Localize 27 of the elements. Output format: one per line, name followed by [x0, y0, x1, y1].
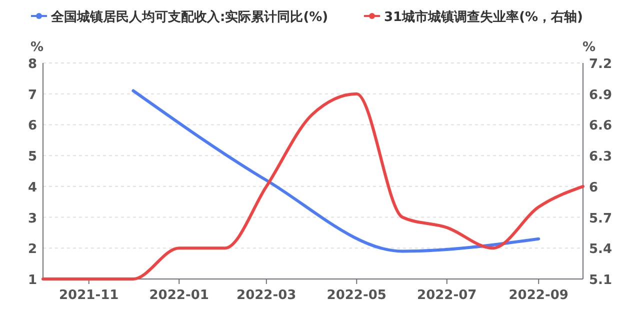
y2-tick-label: 7.2 [589, 57, 612, 72]
y2-tick-label: 6.3 [589, 150, 612, 165]
y2-tick-label: 5.7 [589, 211, 612, 226]
y-axis-title: % [30, 40, 44, 55]
x-tick-label: 2022-03 [236, 288, 296, 303]
x-tick-label: 2022-09 [508, 288, 568, 303]
x-tick-label: 2022-05 [326, 288, 386, 303]
y2-axis-title: % [582, 40, 596, 55]
x-tick-label: 2022-07 [417, 288, 477, 303]
y-tick-label: 7 [28, 88, 37, 103]
y-tick-label: 5 [28, 150, 37, 165]
y2-tick-label: 5.1 [589, 273, 612, 288]
legend-label: 31城市城镇调查失业率(%，右轴) [384, 9, 583, 25]
y-tick-label: 8 [28, 57, 37, 72]
y2-tick-label: 5.4 [589, 242, 612, 258]
y-tick-label: 2 [28, 242, 37, 258]
y-tick-label: 3 [28, 211, 37, 226]
x-tick-label: 2022-01 [149, 288, 209, 303]
y-tick-label: 6 [28, 118, 37, 134]
y-tick-label: 4 [28, 180, 37, 196]
y2-tick-label: 6.6 [589, 118, 612, 134]
y-tick-label: 1 [28, 273, 37, 288]
y2-tick-label: 6 [589, 180, 598, 196]
line-series [132, 89, 540, 253]
x-tick-label: 2021-11 [59, 288, 119, 303]
y2-tick-label: 6.9 [589, 88, 612, 103]
legend-label: 全国城镇居民人均可支配收入:实际累计同比(%) [50, 9, 328, 25]
